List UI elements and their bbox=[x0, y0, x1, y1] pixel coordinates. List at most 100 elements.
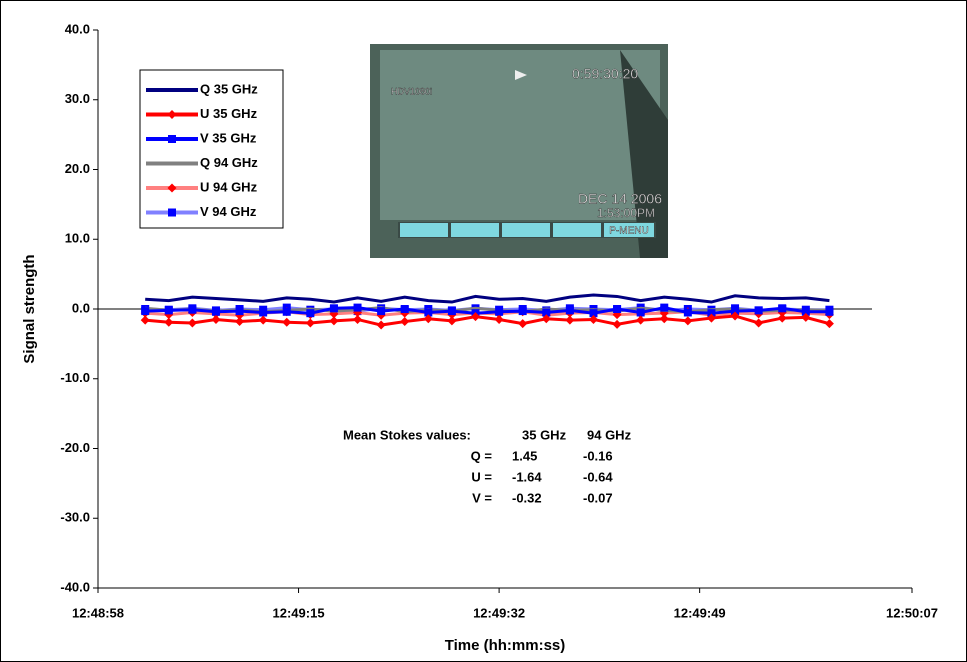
x-tick-label: 12:49:32 bbox=[473, 605, 525, 620]
data-point bbox=[824, 319, 834, 329]
data-point bbox=[305, 318, 315, 328]
data-point bbox=[164, 317, 174, 327]
data-point bbox=[258, 315, 268, 325]
data-point bbox=[778, 304, 787, 313]
data-point bbox=[259, 308, 268, 317]
x-tick-label: 12:50:07 bbox=[886, 605, 938, 620]
inset-button bbox=[604, 223, 654, 237]
annotation-value: 1.45 bbox=[512, 448, 537, 463]
data-point bbox=[541, 314, 551, 324]
data-point bbox=[730, 311, 740, 321]
data-point bbox=[447, 307, 456, 316]
series bbox=[145, 293, 830, 304]
data-point bbox=[613, 305, 622, 313]
inset-format: HDV1080i bbox=[391, 86, 432, 96]
y-tick-label: -40.0 bbox=[60, 579, 90, 594]
data-point bbox=[777, 313, 787, 323]
data-point bbox=[353, 314, 363, 324]
data-point bbox=[211, 314, 221, 324]
annotation-column: 94 GHz bbox=[587, 427, 632, 442]
y-tick-label: -30.0 bbox=[60, 510, 90, 525]
data-point bbox=[825, 307, 834, 316]
inset-time: 1:53:00PM bbox=[597, 206, 655, 220]
annotation-row-label: Q = bbox=[471, 448, 493, 463]
data-point bbox=[282, 307, 291, 316]
annotation-row-label: U = bbox=[471, 469, 492, 484]
annotation: Mean Stokes values: 35 GHz 94 GHz Q = 1.45 -0… bbox=[343, 427, 632, 505]
data-point bbox=[588, 314, 598, 324]
legend-marker bbox=[167, 110, 177, 119]
legend-label: U 35 GHz bbox=[200, 106, 258, 121]
data-point bbox=[140, 315, 150, 325]
annotation-value: -0.07 bbox=[583, 490, 613, 505]
data-point bbox=[659, 314, 669, 324]
inset-button bbox=[502, 223, 550, 237]
data-point bbox=[235, 317, 245, 327]
data-point bbox=[235, 307, 244, 316]
data-point bbox=[754, 306, 763, 315]
legend-label: V 94 GHz bbox=[200, 204, 257, 219]
data-point bbox=[683, 308, 692, 317]
legend: Q 35 GHz U 35 GHz V 35 GHz Q 94 GHz U 94 GHz… bbox=[139, 69, 284, 229]
data-point bbox=[447, 316, 457, 326]
x-axis-title: Time (hh:mm:ss) bbox=[445, 637, 566, 654]
data-point bbox=[706, 313, 716, 323]
annotation-value: -0.32 bbox=[512, 490, 542, 505]
data-point bbox=[660, 303, 669, 312]
annotation-value: -0.16 bbox=[583, 448, 613, 463]
inset-wall bbox=[380, 50, 660, 220]
legend-label: V 35 GHz bbox=[200, 130, 257, 145]
data-point bbox=[187, 318, 197, 328]
data-point bbox=[353, 303, 362, 312]
data-point bbox=[518, 307, 527, 316]
data-point bbox=[542, 308, 551, 317]
y-tick-label: 10.0 bbox=[65, 231, 90, 246]
data-point bbox=[636, 315, 646, 325]
data-point bbox=[589, 309, 598, 318]
y-tick-label: -10.0 bbox=[60, 370, 90, 385]
data-point bbox=[731, 307, 740, 316]
y-tick-label: 0.0 bbox=[72, 300, 90, 315]
data-point bbox=[683, 316, 693, 326]
data-point bbox=[188, 305, 197, 314]
data-point bbox=[329, 304, 338, 313]
legend-marker bbox=[167, 183, 177, 193]
data-point bbox=[612, 319, 622, 329]
y-axis-title: Signal strength bbox=[21, 254, 38, 363]
inset-button bbox=[400, 223, 448, 237]
data-point bbox=[423, 314, 433, 324]
inset-button bbox=[451, 223, 499, 237]
y-tick-label: 30.0 bbox=[65, 91, 90, 106]
data-point bbox=[282, 317, 292, 327]
annotation-column: 35 GHz bbox=[522, 427, 567, 442]
inset-date: DEC 14 2006 bbox=[578, 191, 662, 207]
y-tick-label: 20.0 bbox=[65, 161, 90, 176]
data-point bbox=[306, 309, 315, 318]
data-point bbox=[376, 320, 386, 330]
annotation-title: Mean Stokes values: bbox=[343, 427, 471, 442]
data-point bbox=[495, 307, 504, 316]
data-point bbox=[211, 307, 220, 316]
series bbox=[141, 303, 834, 318]
data-point bbox=[565, 315, 575, 325]
data-point bbox=[329, 316, 339, 326]
y-tick-label: 40.0 bbox=[65, 21, 90, 36]
y-tick-label: -20.0 bbox=[60, 440, 90, 455]
data-point bbox=[636, 308, 645, 317]
legend-label: Q 35 GHz bbox=[200, 81, 258, 96]
video-inset: 0:59:30:20 HDV1080i DEC 14 2006 1:53:00P… bbox=[370, 44, 668, 258]
series bbox=[140, 311, 834, 330]
data-point bbox=[471, 312, 481, 322]
data-point bbox=[565, 306, 574, 315]
legend-label: Q 94 GHz bbox=[200, 155, 258, 170]
inset-play-icon bbox=[515, 70, 527, 80]
legend-marker bbox=[168, 208, 176, 217]
x-tick-label: 12:49:15 bbox=[273, 605, 325, 620]
data-point bbox=[141, 307, 150, 316]
inset-button bbox=[553, 223, 601, 237]
data-point bbox=[400, 317, 410, 327]
data-point bbox=[801, 307, 810, 316]
data-point bbox=[754, 318, 764, 328]
